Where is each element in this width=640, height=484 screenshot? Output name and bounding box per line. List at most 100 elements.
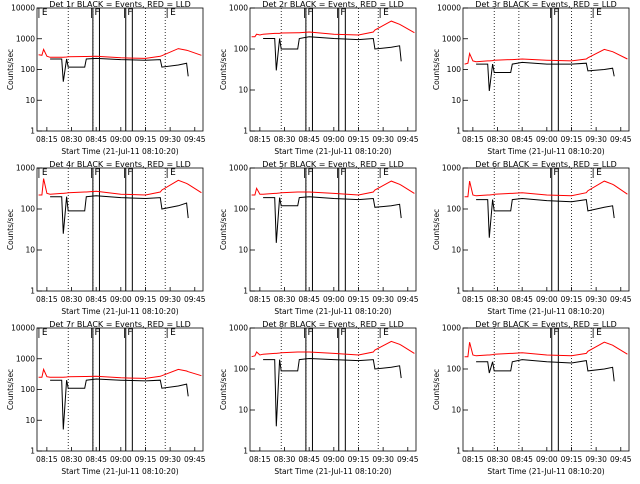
plot-frame xyxy=(36,167,204,292)
series-line xyxy=(476,359,615,382)
y-tick-label: 100 xyxy=(21,205,36,214)
annotation: E xyxy=(170,8,176,18)
x-tick-label: 09:15 xyxy=(561,455,583,464)
y-tick-label: 100 xyxy=(21,385,36,394)
annotation: E xyxy=(383,328,389,338)
y-tick-label: 1 xyxy=(456,287,461,296)
x-tick-label: 09:15 xyxy=(135,135,157,144)
x-tick-label: 09:00 xyxy=(323,135,345,144)
series-line xyxy=(476,197,615,238)
y-tick-label: 1 xyxy=(243,287,248,296)
chart-title: Det 2r BLACK = Events, RED = LLD xyxy=(262,0,404,9)
x-tick-label: 09:30 xyxy=(585,135,607,144)
x-tick-label: 08:30 xyxy=(274,135,296,144)
x-tick-label: 08:30 xyxy=(274,455,296,464)
annotation: F xyxy=(340,8,345,18)
series-line xyxy=(464,48,628,65)
x-axis-label: Start Time (21-Jul-11 08:10:20) xyxy=(274,307,391,316)
y-tick-label: 10000 xyxy=(437,4,461,13)
x-tick-label: 08:45 xyxy=(298,135,320,144)
x-tick-label: 08:15 xyxy=(36,295,58,304)
x-tick-label: 09:30 xyxy=(372,455,394,464)
x-tick-label: 09:45 xyxy=(610,295,632,304)
x-tick-label: 09:45 xyxy=(397,295,419,304)
series-line xyxy=(50,57,189,82)
panel: Det 4r BLACK = Events, RED = LLD Start Ti… xyxy=(6,160,206,316)
x-tick-label: 08:15 xyxy=(36,455,58,464)
y-tick-label: 10 xyxy=(451,406,461,415)
x-axis-label: Start Time (21-Jul-11 08:10:20) xyxy=(61,307,178,316)
x-tick-label: 08:45 xyxy=(511,135,533,144)
x-tick-label: 08:15 xyxy=(462,135,484,144)
y-tick-label: 10 xyxy=(25,416,35,425)
x-tick-label: 08:45 xyxy=(511,295,533,304)
y-tick-label: 1 xyxy=(30,287,35,296)
annotation: F xyxy=(95,8,100,18)
panel: Det 7r BLACK = Events, RED = LLD Start Ti… xyxy=(6,320,206,476)
y-axis-label: Counts/sec xyxy=(219,49,228,90)
y-tick-label: 1000 xyxy=(229,4,248,13)
x-tick-label: 09:15 xyxy=(135,455,157,464)
x-axis-label: Start Time (21-Jul-11 08:10:20) xyxy=(61,147,178,156)
annotation: F xyxy=(553,328,558,338)
y-tick-label: 1000 xyxy=(442,324,461,333)
x-tick-label: 09:00 xyxy=(536,295,558,304)
x-tick-label: 08:45 xyxy=(85,455,107,464)
y-tick-label: 10 xyxy=(238,406,248,415)
x-tick-label: 09:45 xyxy=(397,135,419,144)
series-line xyxy=(476,61,615,92)
x-tick-label: 09:45 xyxy=(184,295,206,304)
series-line xyxy=(50,195,189,234)
annotation: E xyxy=(42,8,48,18)
y-axis-label: Counts/sec xyxy=(432,209,441,250)
x-tick-label: 09:45 xyxy=(184,455,206,464)
annotation: E xyxy=(596,8,602,18)
x-tick-label: 09:30 xyxy=(372,295,394,304)
x-tick-label: 08:30 xyxy=(487,295,509,304)
y-tick-label: 1 xyxy=(456,447,461,456)
y-tick-label: 1000 xyxy=(16,34,35,43)
annotation: F xyxy=(95,168,100,178)
series-line xyxy=(38,48,202,59)
x-tick-label: 08:30 xyxy=(487,135,509,144)
y-tick-label: 100 xyxy=(234,45,249,54)
y-tick-label: 10 xyxy=(451,246,461,255)
series-line xyxy=(38,367,202,379)
panel: Det 1r BLACK = Events, RED = LLD Start Ti… xyxy=(6,0,206,156)
x-tick-label: 09:30 xyxy=(159,135,181,144)
series-line xyxy=(251,180,415,196)
y-tick-label: 100 xyxy=(21,65,36,74)
y-tick-label: 10 xyxy=(25,246,35,255)
x-tick-label: 09:00 xyxy=(323,455,345,464)
x-tick-label: 08:15 xyxy=(249,295,271,304)
panel: Det 5r BLACK = Events, RED = LLD Start Ti… xyxy=(219,160,419,316)
y-tick-label: 100 xyxy=(234,365,249,374)
annotation: E xyxy=(42,168,48,178)
annotation: F xyxy=(127,168,132,178)
panel: Det 9r BLACK = Events, RED = LLD Start Ti… xyxy=(432,320,632,476)
y-tick-label: 1 xyxy=(243,127,248,136)
y-axis-label: Counts/sec xyxy=(219,369,228,410)
annotation: F xyxy=(340,168,345,178)
x-tick-label: 08:30 xyxy=(61,295,83,304)
y-tick-label: 1000 xyxy=(442,34,461,43)
panel: Det 3r BLACK = Events, RED = LLD Start Ti… xyxy=(432,0,632,156)
annotation: F xyxy=(308,8,313,18)
y-tick-label: 1000 xyxy=(16,354,35,363)
series-line xyxy=(251,340,415,358)
panel: Det 8r BLACK = Events, RED = LLD Start Ti… xyxy=(219,320,419,476)
annotation: E xyxy=(383,168,389,178)
x-tick-label: 09:00 xyxy=(110,455,132,464)
chart-title: Det 8r BLACK = Events, RED = LLD xyxy=(262,320,404,329)
y-tick-label: 1000 xyxy=(16,164,35,173)
y-tick-label: 10000 xyxy=(11,324,35,333)
x-tick-label: 08:30 xyxy=(487,455,509,464)
annotation: F xyxy=(553,168,558,178)
x-tick-label: 09:30 xyxy=(159,455,181,464)
x-tick-label: 09:30 xyxy=(585,455,607,464)
annotation: F xyxy=(340,328,345,338)
x-axis-label: Start Time (21-Jul-11 08:10:20) xyxy=(487,147,604,156)
x-axis-label: Start Time (21-Jul-11 08:10:20) xyxy=(487,307,604,316)
plot-frame xyxy=(462,327,630,452)
